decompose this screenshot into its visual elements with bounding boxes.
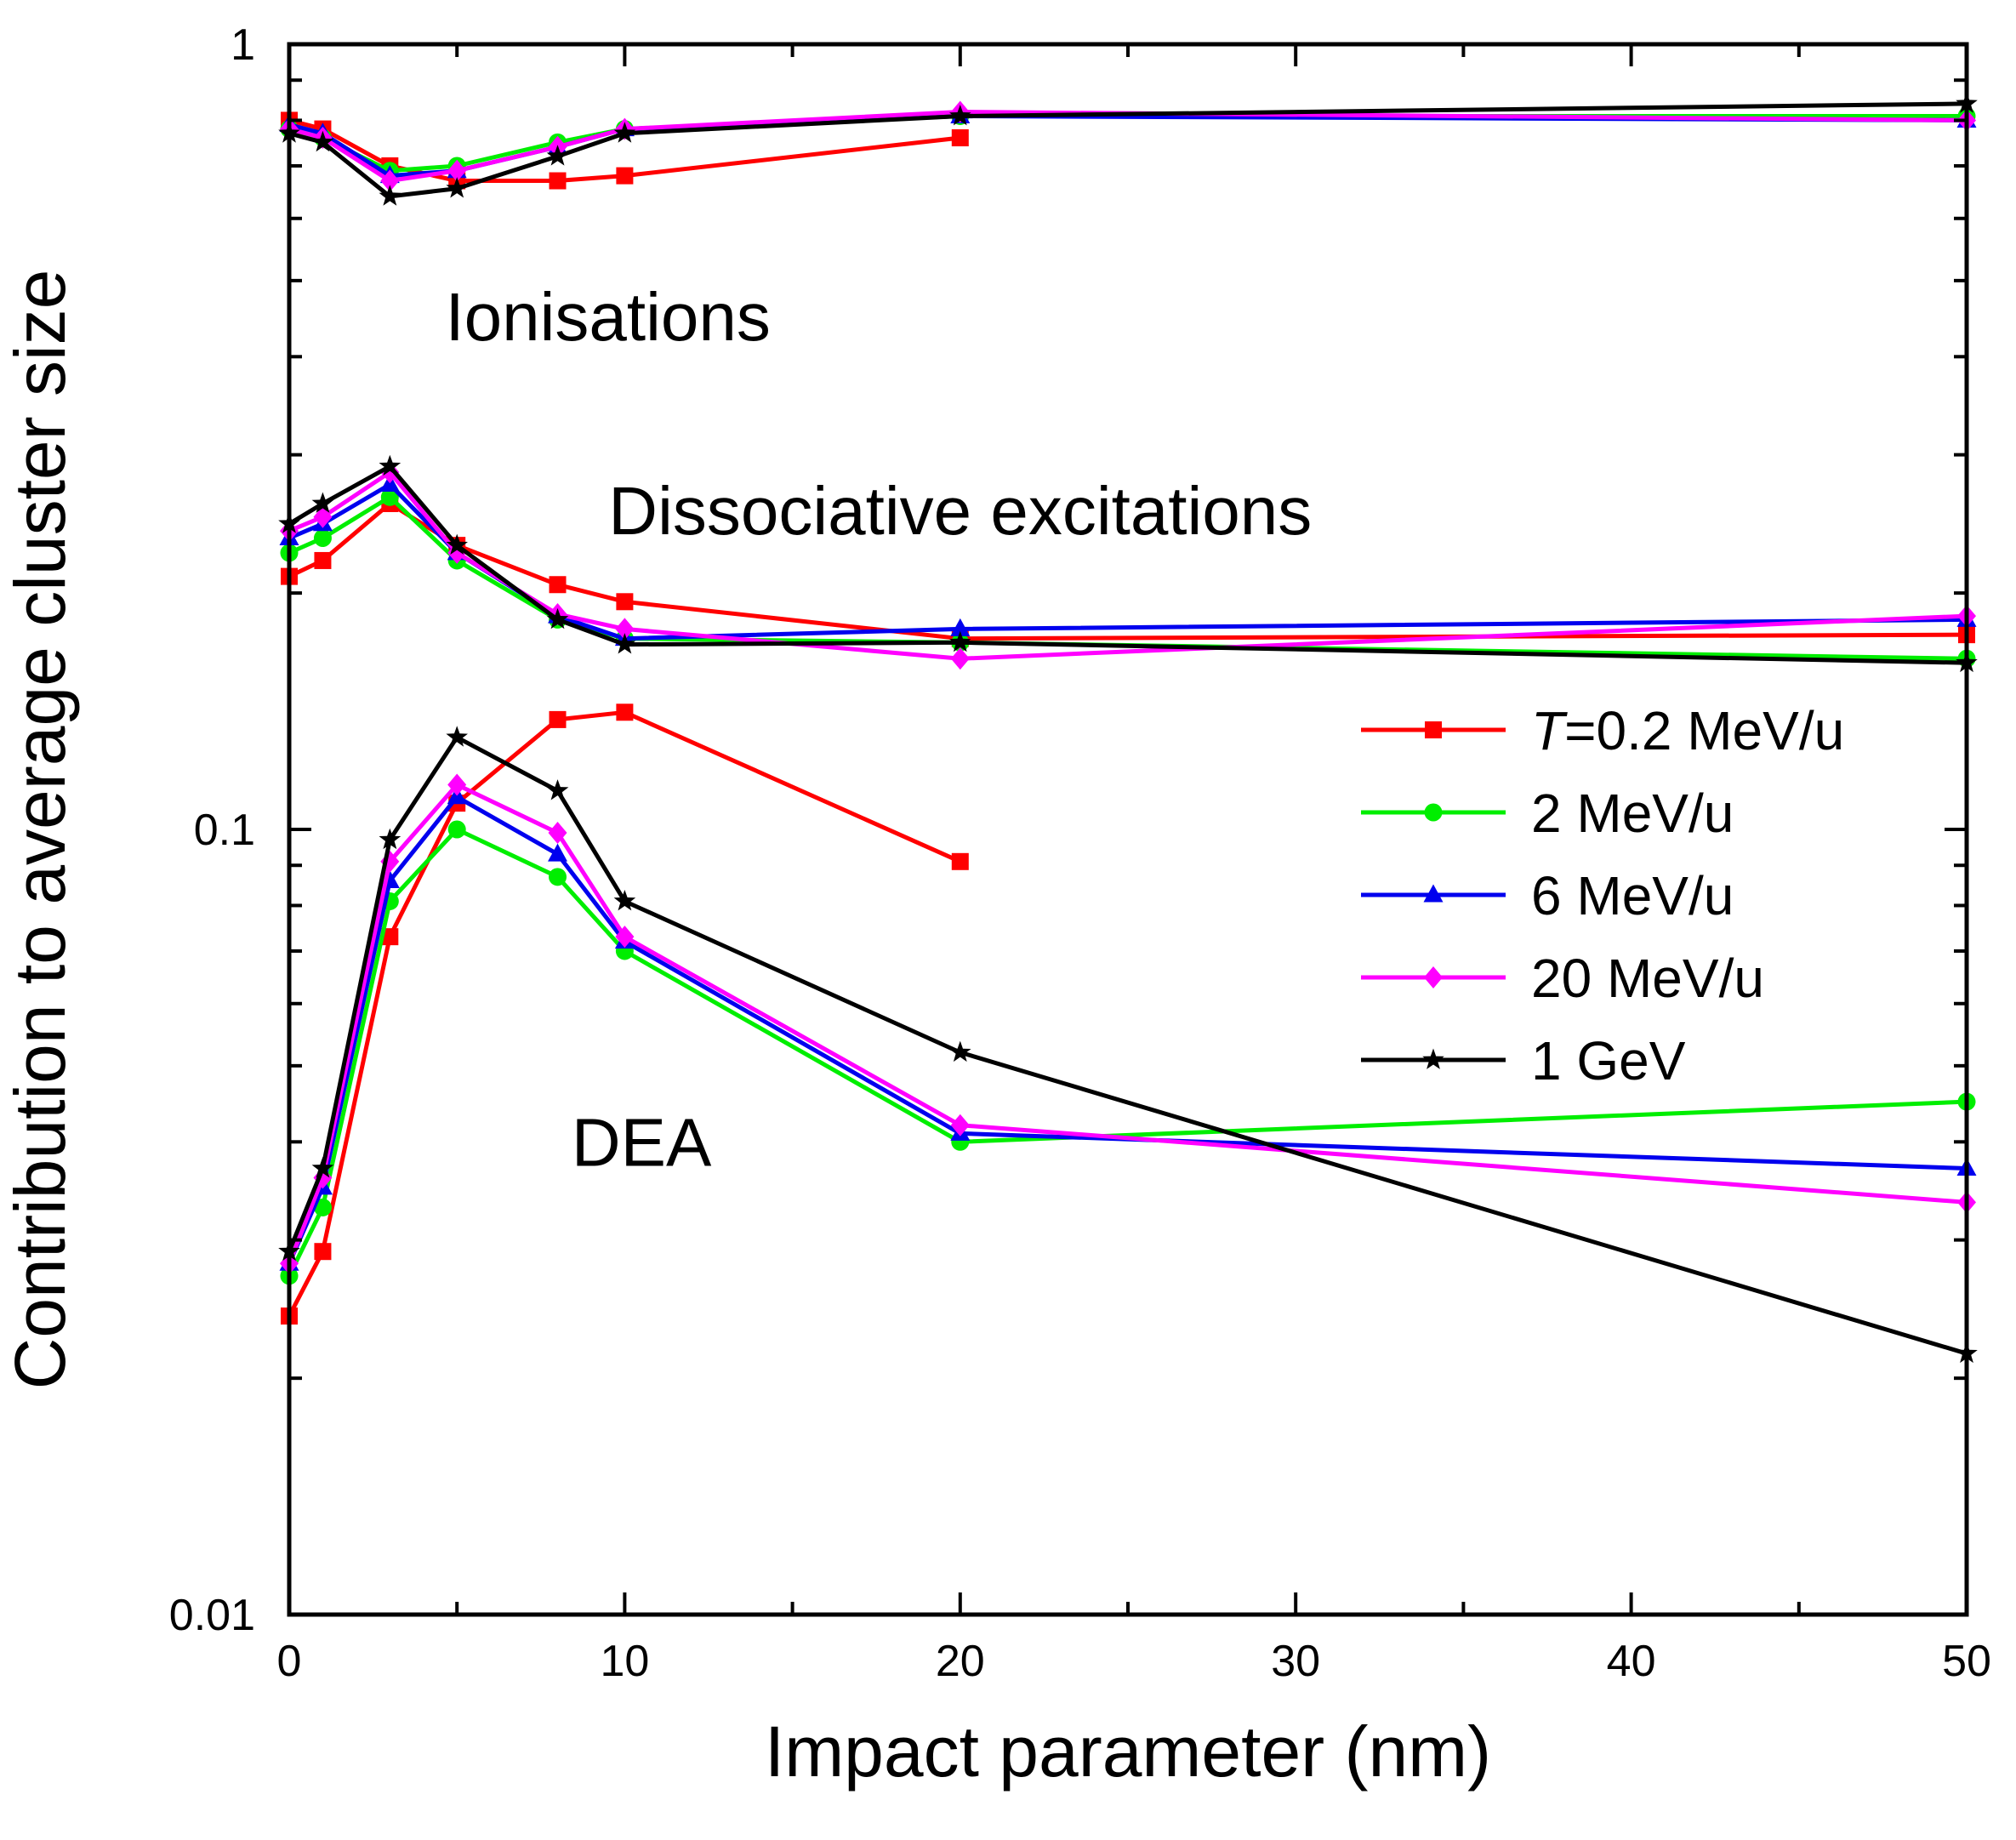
annotation-label: Dissociative excitations <box>608 473 1312 549</box>
legend-rest: =0.2 MeV/u <box>1564 700 1844 761</box>
data-point <box>380 487 399 506</box>
annotation-label: DEA <box>572 1104 712 1180</box>
series-line <box>287 783 1968 1265</box>
data-point <box>548 843 568 862</box>
data-point <box>949 630 971 652</box>
data-point <box>950 647 970 670</box>
data-point <box>313 529 332 548</box>
data-point <box>549 172 567 190</box>
data-point <box>447 773 467 796</box>
series-4 <box>278 92 1978 1364</box>
data-point <box>549 868 567 886</box>
data-point <box>615 618 635 641</box>
legend: T=0.2 MeV/u 2 MeV/u 6 MeV/u 20 MeV/u 1 GeV <box>1361 700 1844 1091</box>
data-point <box>616 167 634 185</box>
legend-entry: T=0.2 MeV/u <box>1531 700 1844 761</box>
x-tick-label: 30 <box>1271 1637 1320 1686</box>
data-point <box>546 145 569 166</box>
y-tick-label: 0.1 <box>194 806 255 855</box>
data-point <box>951 129 969 147</box>
tick-labels-layer: 0 10 20 30 40 50 0.01 0.1 1 <box>169 20 1991 1686</box>
annotations-layer: Ionisations Dissociative excitations DEA <box>445 279 1312 1180</box>
data-point <box>949 1040 971 1062</box>
data-point <box>616 593 634 611</box>
series-layer <box>278 92 1978 1364</box>
series-line <box>287 709 961 1318</box>
data-point <box>1424 966 1443 988</box>
data-point <box>311 492 334 513</box>
y-tick-label: 1 <box>231 20 255 70</box>
data-point <box>314 551 332 569</box>
series-line <box>288 464 1968 665</box>
data-point <box>380 169 400 192</box>
series-line <box>288 110 1968 183</box>
data-point <box>616 704 634 721</box>
data-point <box>1423 884 1444 903</box>
legend-entry: 20 MeV/u <box>1531 948 1764 1009</box>
data-point <box>546 607 569 629</box>
data-point <box>613 890 636 911</box>
y-tick-label: 0.01 <box>169 1591 255 1640</box>
x-tick-label: 10 <box>600 1637 649 1686</box>
ticks-layer <box>288 43 1968 1616</box>
series-line <box>288 101 1968 199</box>
data-point <box>379 185 401 206</box>
data-point <box>949 105 971 126</box>
x-tick-label: 0 <box>277 1637 302 1686</box>
data-point <box>311 130 334 152</box>
data-point <box>613 633 636 654</box>
data-point <box>613 122 636 143</box>
y-axis-label: Contribution to average cluster size <box>0 270 80 1390</box>
legend-entry: 6 MeV/u <box>1531 865 1734 926</box>
legend-italic: T <box>1531 700 1568 761</box>
data-point <box>446 533 468 555</box>
series-3 <box>280 100 1976 1275</box>
data-point <box>950 1114 970 1136</box>
data-point <box>1422 1048 1444 1069</box>
data-point <box>549 710 567 728</box>
data-point <box>447 159 467 182</box>
data-point <box>951 852 969 870</box>
data-point <box>313 1198 332 1216</box>
data-point <box>311 1157 334 1178</box>
data-point <box>447 820 466 839</box>
x-tick-label: 20 <box>936 1637 985 1686</box>
series-line <box>287 827 1968 1277</box>
legend-entry: 1 GeV <box>1531 1030 1686 1091</box>
data-point <box>950 618 971 636</box>
data-point <box>546 779 569 800</box>
x-tick-label: 40 <box>1607 1637 1656 1686</box>
annotation-label: Ionisations <box>445 279 770 355</box>
x-axis-label: Impact parameter (nm) <box>765 1712 1491 1792</box>
data-point <box>1424 803 1443 822</box>
data-point <box>615 926 635 948</box>
data-point <box>446 177 468 198</box>
x-tick-label: 50 <box>1942 1637 1991 1686</box>
data-point <box>379 828 401 850</box>
data-point <box>548 822 567 845</box>
data-point <box>381 928 399 946</box>
series-line <box>287 735 1968 1356</box>
data-point <box>549 576 567 594</box>
data-point <box>314 1243 332 1261</box>
legend-entry: 2 MeV/u <box>1531 783 1734 844</box>
data-point <box>1425 721 1442 738</box>
series-line <box>287 795 1968 1265</box>
data-point <box>446 726 468 747</box>
data-point <box>379 454 401 476</box>
